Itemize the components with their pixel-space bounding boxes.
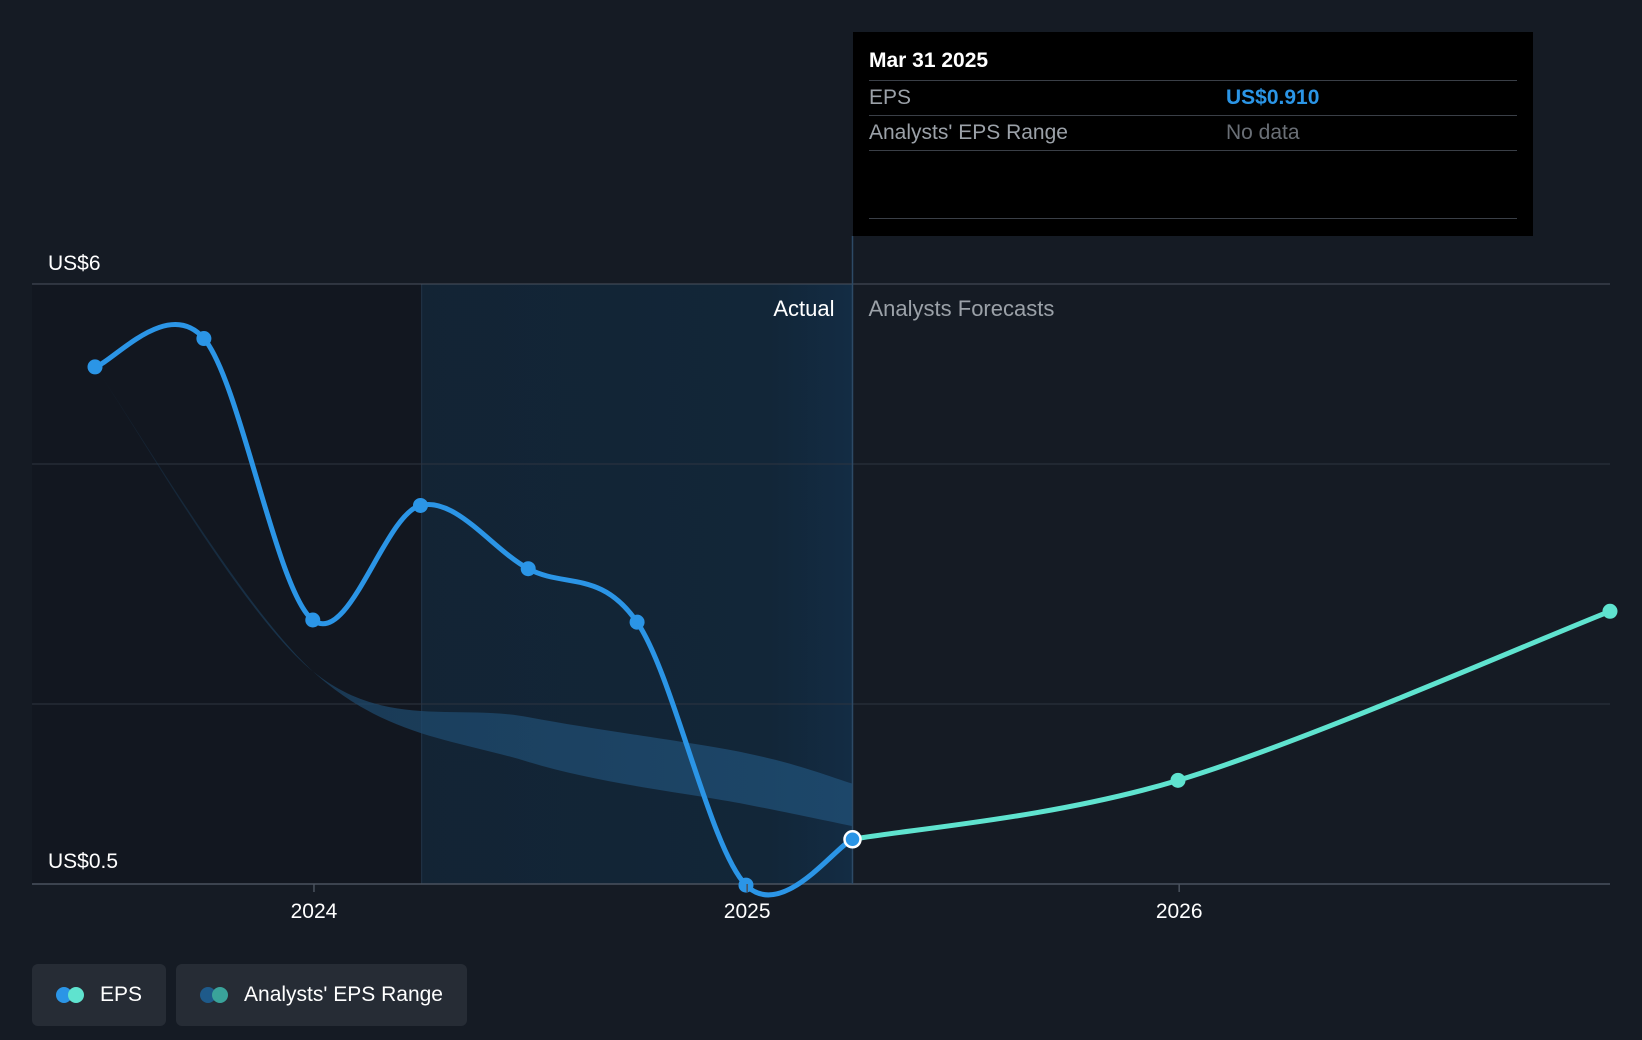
- eps-forecast-point[interactable]: [1170, 772, 1186, 788]
- legend-item-eps[interactable]: EPS: [32, 964, 167, 1026]
- tooltip-value-range: No data: [1226, 121, 1300, 144]
- tooltip-value-eps: US$0.910: [1226, 86, 1320, 109]
- range-dots-icon: [200, 987, 230, 1003]
- eps-actual-point[interactable]: [520, 561, 536, 577]
- legend-label-range: Analysts' EPS Range: [244, 983, 443, 1006]
- tooltip-row-range: Analysts' EPS Range No data: [869, 116, 1517, 151]
- tooltip-date: Mar 31 2025: [869, 46, 1517, 81]
- data-tooltip: Mar 31 2025 EPS US$0.910 Analysts' EPS R…: [853, 32, 1533, 236]
- x-axis-ticks: 2024 2025 2026: [291, 884, 1203, 923]
- eps-actual-point[interactable]: [629, 614, 645, 630]
- x-tick-label: 2025: [724, 900, 771, 923]
- eps-actual-point[interactable]: [196, 331, 212, 347]
- x-tick-label: 2024: [291, 900, 338, 923]
- y-label-bottom: US$0.5: [48, 850, 118, 873]
- eps-actual-point[interactable]: [738, 877, 754, 893]
- eps-forecast-line: [850, 608, 1613, 842]
- tooltip-row-eps: EPS US$0.910: [869, 81, 1517, 116]
- y-label-top: US$6: [48, 252, 101, 275]
- legend-label-eps: EPS: [100, 983, 143, 1006]
- actual-label: Actual: [773, 296, 834, 321]
- tooltip-key-range: Analysts' EPS Range: [869, 121, 1068, 144]
- tooltip-key-eps: EPS: [869, 86, 912, 109]
- chart-legend: EPS Analysts' EPS Range: [32, 964, 467, 1026]
- eps-actual-point[interactable]: [305, 612, 321, 628]
- eps-actual-point[interactable]: [412, 497, 428, 513]
- gridlines: [32, 283, 1610, 885]
- eps-actual-line: [92, 322, 855, 898]
- forecast-label: Analysts Forecasts: [869, 296, 1055, 321]
- eps-points: [87, 331, 1618, 893]
- eps-range-area: [95, 366, 853, 827]
- eps-actual-point[interactable]: [843, 830, 862, 849]
- eps-dots-icon: [56, 987, 86, 1003]
- x-tick-label: 2026: [1156, 900, 1203, 923]
- tooltip-divider: [869, 218, 1517, 219]
- eps-actual-point[interactable]: [87, 359, 103, 375]
- legend-item-range[interactable]: Analysts' EPS Range: [176, 964, 467, 1026]
- eps-forecast-point[interactable]: [1602, 603, 1618, 619]
